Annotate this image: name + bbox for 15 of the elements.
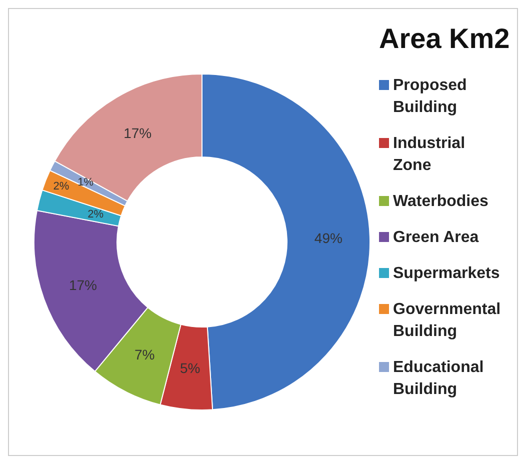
legend-label: Proposed Building [393,76,468,118]
legend-label: Industrial Zone [393,134,466,176]
chart-title: Area Km2 [379,23,510,55]
data-label: 17% [124,125,152,142]
legend-label: Governmental Building [393,300,501,342]
data-label: 49% [314,230,342,246]
data-label: 17% [68,276,97,293]
data-label: 7% [134,346,155,363]
legend-label: Green Area [393,228,479,248]
data-label: 5% [180,360,200,376]
legend-label: Supermarkets [393,264,500,284]
legend-label: Educational Building [393,358,485,400]
data-label: 2% [88,208,104,221]
data-label: 2% [53,180,70,192]
legend-label: Waterbodies [393,192,488,212]
